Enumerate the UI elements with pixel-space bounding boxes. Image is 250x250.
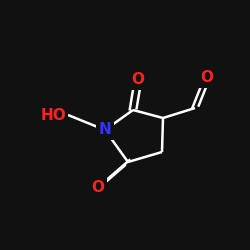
Text: O: O — [92, 180, 104, 196]
Text: O: O — [200, 70, 213, 86]
Text: HO: HO — [40, 108, 66, 122]
Text: O: O — [132, 72, 144, 88]
Text: N: N — [98, 122, 112, 138]
